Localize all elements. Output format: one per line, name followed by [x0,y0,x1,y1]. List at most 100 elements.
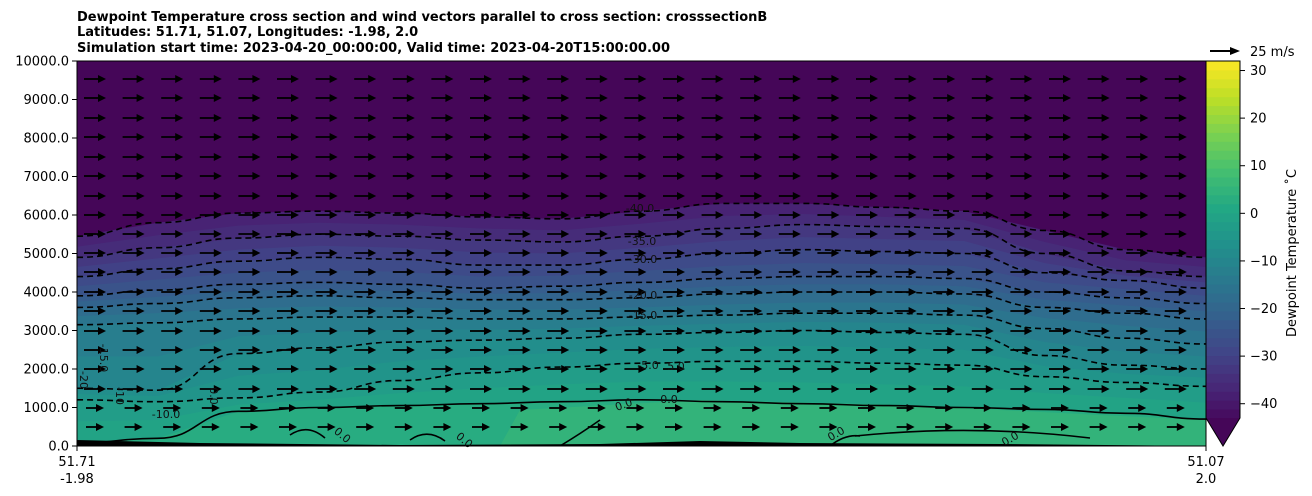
wind-vector-head [1024,385,1033,393]
wind-vector-head [677,192,685,200]
chart-title-line-2: Latitudes: 51.71, 51.07, Longitudes: -1.… [77,25,418,40]
wind-vector-head [522,230,531,238]
wind-vector-head [1024,133,1033,141]
contour-line [409,433,446,442]
wind-vector-head [484,133,492,141]
x-tick-label-lon: 2.0 [1196,472,1217,487]
wind-vector-head [792,114,801,122]
wind-vector-head [947,94,956,102]
wind-vector-head [908,307,917,315]
wind-vector-head [484,268,492,276]
wind-vector-head [908,114,917,122]
wind-vector-head [561,75,570,83]
wind-vector-head [1138,423,1147,431]
wind-vector-head [291,346,299,354]
wind-vector-head [638,172,647,180]
wind-vector-head [561,192,570,200]
wind-vector-head [96,404,104,412]
wind-vector-head [754,385,763,393]
wind-vector-head [368,133,377,141]
wind-vector-head [445,365,454,373]
wind-vector-head [252,365,261,373]
wind-vector-head [792,230,801,238]
wind-vector-head [445,153,454,161]
wind-vector-head [1140,114,1149,122]
wind-vector-head [868,423,876,431]
wind-vector-head [831,268,840,276]
wind-vector-head [445,268,454,276]
colorbar-segment [1206,346,1240,357]
wind-vector-head [792,268,801,276]
wind-vector-head [638,192,647,200]
y-tick-label: 3000.0 [24,324,70,339]
wind-vector-head [908,365,917,373]
wind-vector-head [368,153,377,161]
wind-vector-head [561,288,570,296]
wind-vector-head [520,404,529,412]
wind-vector-head [136,172,145,180]
wind-vector-head [406,230,415,238]
wind-vector-head [443,404,452,412]
wind-vector-head [677,94,685,102]
colorbar-segment [1206,337,1240,348]
wind-vector-head [291,75,299,83]
wind-vector-head [406,249,415,257]
contour-label: -35.0 [628,235,656,248]
wind-vector-head [638,307,647,315]
wind-vector-head [908,385,917,393]
wind-vector-head [985,268,994,276]
wind-vector-head [1101,327,1110,335]
wind-vector-head [1178,327,1187,335]
wind-vector-head [947,153,956,161]
wind-vector-head [291,230,299,238]
wind-vector-head [1063,327,1071,335]
wind-vector-head [484,211,492,219]
y-tick-label: 6000.0 [24,209,70,224]
x-axis: 51.71 -1.98 51.07 2.0 [58,446,1225,487]
wind-vector-head [213,114,222,122]
wind-vector-head [291,327,299,335]
wind-vector-head [870,172,878,180]
wind-vector-head [368,327,377,335]
wind-vector-head [522,114,531,122]
wind-vector-head [870,192,878,200]
contour-label: -40.0 [626,202,654,215]
colorbar-segment [1206,159,1240,169]
wind-vector-head [1178,307,1187,315]
wind-vector-head [98,249,106,257]
wind-vector-head [175,385,184,393]
wind-vector-head [1140,385,1149,393]
wind-vector-head [213,346,222,354]
wind-vector-head [406,75,415,83]
wind-vector-head [945,423,954,431]
wind-vector-head [870,268,878,276]
wind-vector-head [484,346,492,354]
wind-vector-head [484,114,492,122]
wind-vector-head [829,423,838,431]
wind-vector-head [599,172,608,180]
colorbar-segment [1206,391,1240,401]
wind-vector-head [1063,230,1071,238]
wind-vector-head [1024,75,1033,83]
wind-vector-head [445,307,454,315]
contour-line [77,398,1206,444]
wind-vector-head [175,114,184,122]
wind-vector-head [1178,133,1187,141]
wind-vector-head [252,385,261,393]
wind-vector-head [677,114,685,122]
wind-vector-head [252,153,261,161]
wind-vector-head [406,385,415,393]
wind-vector-head [754,172,763,180]
wind-vector-head [329,94,338,102]
wind-vector-head [136,211,145,219]
wind-vector-head [291,288,299,296]
wind-vector-head [136,230,145,238]
wind-vector-head [406,192,415,200]
y-tick-label: 1000.0 [24,401,70,416]
wind-vector-head [252,230,261,238]
wind-vector-head [908,211,917,219]
wind-vector-head [985,94,994,102]
wind-vector-head [445,192,454,200]
wind-vector-head [1140,346,1149,354]
